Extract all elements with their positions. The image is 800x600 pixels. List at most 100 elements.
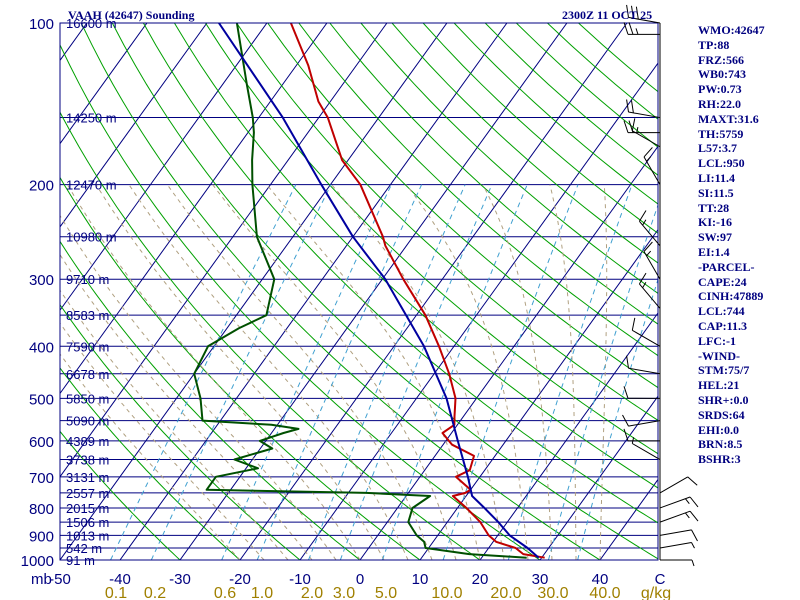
wind-barb bbox=[626, 99, 661, 119]
temperature-tick-label: 10 bbox=[412, 571, 429, 588]
index-item: EI:1.4 bbox=[698, 244, 730, 259]
moist-adiabat bbox=[128, 184, 409, 560]
height-label: 9710 m bbox=[66, 272, 109, 287]
temperature-tick-label: -30 bbox=[169, 571, 191, 588]
height-label: 12470 m bbox=[66, 178, 117, 193]
isotherm-line bbox=[60, 23, 268, 312]
moist-adiabat bbox=[60, 353, 241, 560]
index-item: SI:11.5 bbox=[698, 185, 734, 200]
dry-adiabat bbox=[173, 23, 658, 489]
indices-panel: WMO:42647 TP:88 FRZ:566 WB0:743 PW:0.73 RH:22… bbox=[698, 23, 798, 467]
wind-barb bbox=[638, 210, 661, 247]
temperature-tick-label: 0 bbox=[356, 571, 364, 588]
index-item: LI:11.4 bbox=[698, 170, 736, 185]
index-item: LCL:950 bbox=[698, 156, 745, 171]
temperature-tick-label: 40 bbox=[592, 571, 609, 588]
height-label: 542 m bbox=[66, 541, 102, 556]
index-item: LCL:744 bbox=[698, 304, 745, 319]
moist-adiabat bbox=[266, 184, 481, 560]
index-item: SW:97 bbox=[698, 230, 733, 245]
index-item: -WIND- bbox=[698, 348, 740, 363]
mixing-ratio-label: 0.2 bbox=[144, 585, 166, 600]
mixing-ratio-label: 10.0 bbox=[431, 585, 462, 600]
index-item: TP:88 bbox=[698, 37, 730, 52]
wind-barb bbox=[631, 317, 661, 347]
pressure-tick-label: 300 bbox=[29, 272, 54, 289]
height-label: 2015 m bbox=[66, 501, 109, 516]
dry-adiabat bbox=[111, 23, 658, 560]
mixing-ratio-label: 2.0 bbox=[301, 585, 323, 600]
height-label: 5090 m bbox=[66, 414, 109, 429]
temperature-tick-label: 20 bbox=[472, 571, 489, 588]
index-item: CINH:47889 bbox=[698, 289, 764, 304]
moist-adiabat bbox=[166, 184, 433, 560]
mixing-ratio-line bbox=[150, 184, 332, 560]
moist-adiabat bbox=[95, 184, 385, 560]
dry-adiabat bbox=[80, 23, 601, 560]
index-item: BRN:8.5 bbox=[698, 437, 743, 452]
moist-adiabat bbox=[60, 214, 337, 560]
height-label: 10980 m bbox=[66, 230, 117, 245]
station-title: VAAH (42647) Sounding bbox=[68, 8, 194, 22]
index-item: -PARCEL- bbox=[698, 259, 755, 274]
moist-adiabat bbox=[599, 184, 608, 560]
index-item: CAP:11.3 bbox=[698, 318, 747, 333]
height-label: 4389 m bbox=[66, 434, 109, 449]
height-label: 14250 m bbox=[66, 111, 117, 126]
temperature-tick-label: -50 bbox=[49, 571, 71, 588]
wind-barb bbox=[659, 529, 698, 542]
sounding-traces bbox=[193, 23, 545, 559]
index-item: WB0:743 bbox=[698, 67, 746, 82]
temperature-tick-label: 30 bbox=[532, 571, 549, 588]
mixing-ratio-label: 1.0 bbox=[251, 585, 273, 600]
isotherm-line bbox=[60, 23, 148, 145]
index-item: SHR+:0.0 bbox=[698, 392, 749, 407]
pressure-tick-label: 400 bbox=[29, 339, 54, 356]
isotherm-line bbox=[539, 395, 658, 560]
moist-adiabat bbox=[549, 184, 577, 560]
pressure-unit-label: mb bbox=[31, 571, 52, 588]
dry-adiabat bbox=[60, 111, 481, 560]
moist-adiabat bbox=[482, 184, 553, 560]
height-label: 3131 m bbox=[66, 470, 109, 485]
mixing-ratio-label: g/kg bbox=[641, 585, 671, 600]
parcel-trace bbox=[218, 23, 540, 559]
wind-barb bbox=[623, 22, 661, 35]
wind-barb bbox=[622, 414, 661, 427]
wind-barb bbox=[659, 496, 699, 509]
height-label: 3738 m bbox=[66, 453, 109, 468]
mixing-ratio-line bbox=[381, 184, 528, 560]
dry-adiabat bbox=[236, 23, 658, 422]
wind-barb bbox=[626, 4, 661, 24]
mixing-ratio-label: 40.0 bbox=[589, 585, 620, 600]
moist-adiabat bbox=[60, 289, 289, 560]
temperature-tick-label: C bbox=[655, 571, 666, 588]
dry-adiabat bbox=[142, 23, 658, 524]
dry-adiabat bbox=[329, 23, 658, 325]
pressure-tick-label: 1000 bbox=[21, 553, 54, 570]
isotherm-line bbox=[60, 23, 388, 478]
dry-adiabat bbox=[360, 23, 658, 294]
index-item: PW:0.73 bbox=[698, 82, 742, 97]
mixing-ratio-label: 0.1 bbox=[105, 585, 127, 600]
index-item: SRDS:64 bbox=[698, 407, 745, 422]
isotherm-line bbox=[119, 23, 508, 560]
moist-adiabat bbox=[331, 184, 505, 560]
height-label: 2557 m bbox=[66, 486, 109, 501]
temperature-tick-label: -20 bbox=[229, 571, 251, 588]
sounding-time: 2300Z 11 OCT 25 bbox=[562, 8, 652, 22]
isotherm-line bbox=[419, 228, 658, 560]
pressure-tick-label: 700 bbox=[29, 470, 54, 487]
index-item: CAPE:24 bbox=[698, 274, 747, 289]
dry-adiabat bbox=[60, 176, 421, 560]
index-item: TH:5759 bbox=[698, 126, 744, 141]
dry-adiabat bbox=[267, 23, 658, 389]
mixing-ratio-label: 20.0 bbox=[490, 585, 521, 600]
dry-adiabat bbox=[391, 23, 658, 264]
index-item: L57:3.7 bbox=[698, 141, 737, 156]
index-item: STM:75/7 bbox=[698, 363, 750, 378]
pressure-tick-label: 900 bbox=[29, 528, 54, 545]
mixing-ratio-line bbox=[221, 184, 392, 560]
